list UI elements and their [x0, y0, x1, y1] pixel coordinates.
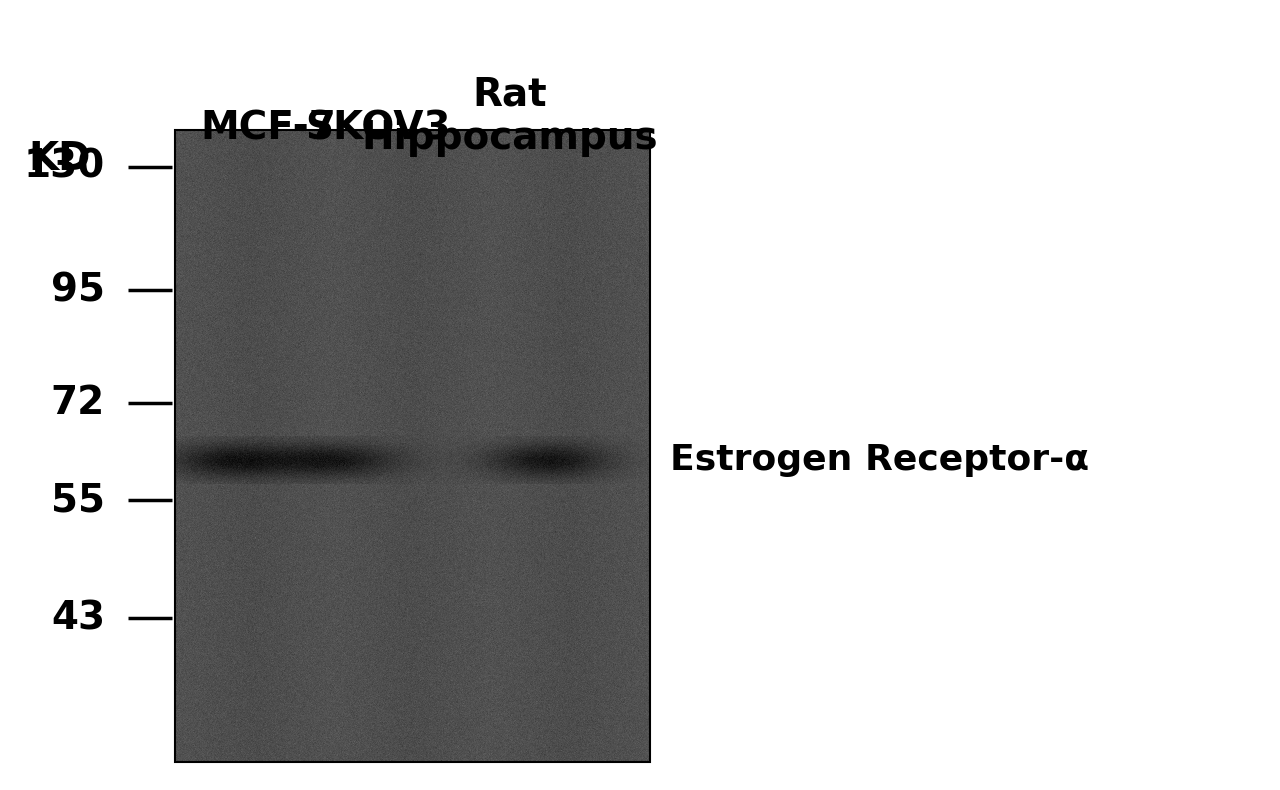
- Text: SKOV3: SKOV3: [305, 110, 451, 148]
- Text: 55: 55: [51, 481, 105, 519]
- Text: Rat
Hippocampus: Rat Hippocampus: [362, 75, 658, 157]
- Text: Estrogen Receptor-α: Estrogen Receptor-α: [669, 443, 1089, 477]
- Text: KD: KD: [28, 140, 91, 178]
- Bar: [175, 130, 650, 762]
- Text: 130: 130: [24, 148, 105, 186]
- Text: 72: 72: [51, 384, 105, 422]
- Text: 95: 95: [51, 271, 105, 309]
- Text: 43: 43: [51, 599, 105, 637]
- Text: MCF-7: MCF-7: [200, 110, 335, 148]
